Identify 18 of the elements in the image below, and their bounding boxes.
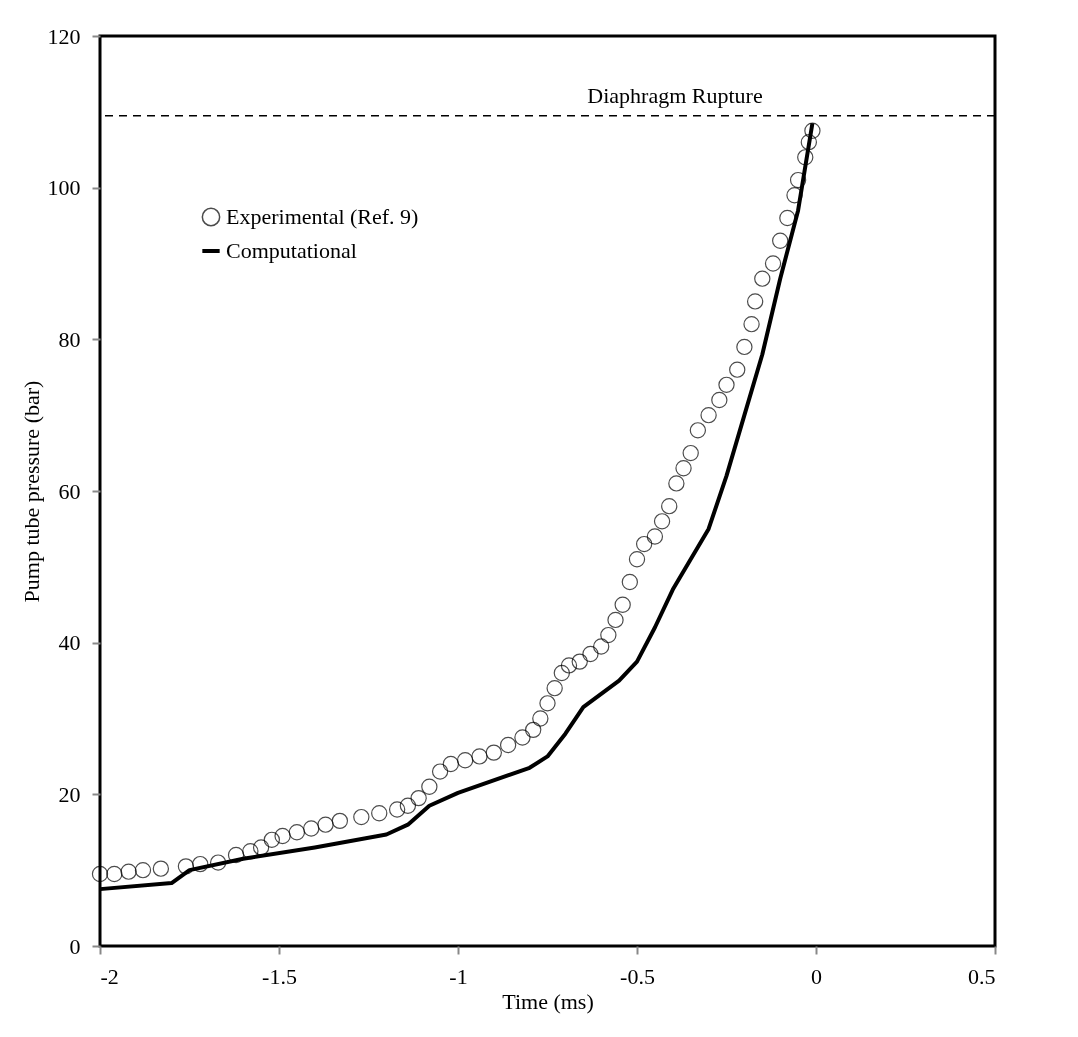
x-tick-label: -0.5 <box>620 963 655 989</box>
legend-label: Computational <box>226 238 357 263</box>
x-axis-title: Time (ms) <box>502 988 594 1014</box>
y-tick-label: 100 <box>47 175 81 201</box>
y-tick-label: 60 <box>58 478 81 504</box>
x-tick-label: -2 <box>100 963 119 989</box>
legend-label: Experimental (Ref. 9) <box>226 204 419 229</box>
y-tick-label: 40 <box>58 630 81 656</box>
x-tick-label: -1.5 <box>262 963 297 989</box>
y-axis-title: Pump tube pressure (bar) <box>18 380 44 603</box>
x-tick-label: 0 <box>811 963 822 989</box>
y-tick-label: 80 <box>58 326 81 352</box>
x-tick-label: -1 <box>449 963 468 989</box>
y-tick-label: 20 <box>58 781 81 807</box>
x-tick-label: 0.5 <box>968 963 996 989</box>
y-tick-label: 120 <box>47 23 81 49</box>
y-tick-label: 0 <box>69 933 81 959</box>
ref-line-label: Diaphragm Rupture <box>587 82 763 108</box>
